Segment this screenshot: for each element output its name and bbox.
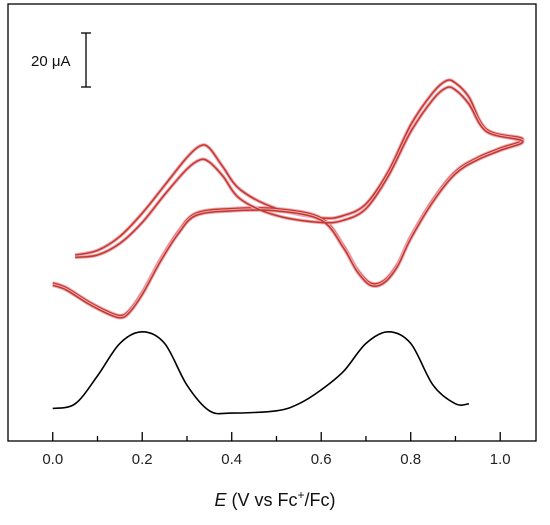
cv-scan-1-line — [52, 79, 524, 317]
plot-frame — [7, 3, 537, 442]
x-tick-label: 0.2 — [132, 451, 153, 468]
scale-bar-label: 20 μA — [31, 53, 71, 70]
scale-bar: 20 μA — [31, 32, 91, 88]
x-tick-label: 0.8 — [400, 451, 421, 468]
dpv-line — [52, 331, 469, 415]
x-axis-variable: E — [214, 490, 227, 510]
x-axis-title: E (V vs Fc+/Fc) — [214, 488, 335, 510]
x-tick-label: 0.4 — [221, 451, 242, 468]
cv-scan-2-line — [52, 86, 524, 319]
x-axis-text-pre: (V vs Fc — [227, 490, 298, 510]
x-tick-label: 0.0 — [42, 451, 63, 468]
series-layer — [52, 78, 525, 415]
x-tick-label: 0.6 — [311, 451, 332, 468]
cv-scan-2-halo — [52, 85, 525, 320]
x-tick-label: 1.0 — [490, 451, 511, 468]
cv-scan-1-halo — [52, 78, 525, 318]
x-ticks — [52, 432, 501, 441]
x-tick-labels: 0.0 0.2 0.4 0.6 0.8 1.0 — [42, 451, 510, 468]
x-axis-text-post: /Fc) — [305, 490, 336, 510]
x-axis-superscript: + — [298, 488, 305, 502]
